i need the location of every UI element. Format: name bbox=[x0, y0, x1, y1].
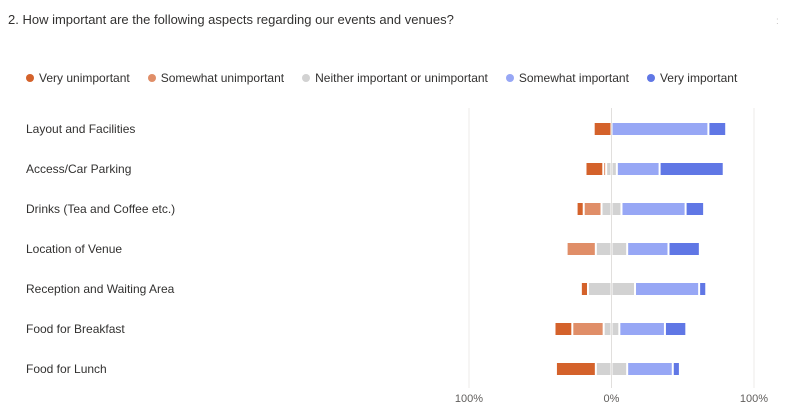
bar-somewhat-important-layout-and-facilities[interactable] bbox=[612, 123, 708, 135]
bar-very-unimportant-food-for-breakfast[interactable] bbox=[555, 323, 572, 335]
x-tick-label: 0% bbox=[604, 393, 620, 405]
question-title: 2. How important are the following aspec… bbox=[8, 12, 454, 27]
bar-neither-important-or-unimportant-food-for-lunch[interactable] bbox=[596, 363, 611, 375]
bar-somewhat-important-access-car-parking[interactable] bbox=[617, 163, 659, 175]
legend-label: Somewhat important bbox=[518, 71, 629, 85]
bar-somewhat-important-food-for-breakfast[interactable] bbox=[620, 323, 664, 335]
bar-somewhat-important-drinks-tea-and-coffee-etc[interactable] bbox=[622, 203, 685, 215]
category-label-layout-and-facilities: Layout and Facilities bbox=[26, 122, 136, 136]
legend-label: Very unimportant bbox=[39, 71, 130, 85]
legend-label: Very important bbox=[659, 71, 738, 85]
bar-very-important-location-of-venue[interactable] bbox=[669, 243, 699, 255]
bar-somewhat-unimportant-access-car-parking[interactable] bbox=[604, 163, 606, 175]
bar-neither-important-or-unimportant-access-car-parking[interactable] bbox=[612, 163, 616, 175]
category-label-food-for-lunch: Food for Lunch bbox=[26, 362, 107, 376]
bar-neither-important-or-unimportant-food-for-lunch[interactable] bbox=[612, 363, 627, 375]
legend-dot-icon bbox=[505, 74, 514, 82]
legend-dot-icon bbox=[646, 74, 655, 82]
bar-somewhat-unimportant-food-for-breakfast[interactable] bbox=[573, 323, 603, 335]
category-label-drinks-tea-and-coffee-etc: Drinks (Tea and Coffee etc.) bbox=[26, 202, 176, 216]
bar-somewhat-important-location-of-venue[interactable] bbox=[628, 243, 668, 255]
bar-very-important-food-for-lunch[interactable] bbox=[673, 363, 679, 375]
bar-very-unimportant-layout-and-facilities[interactable] bbox=[594, 123, 611, 135]
bar-neither-important-or-unimportant-food-for-breakfast[interactable] bbox=[604, 323, 611, 335]
bar-very-important-drinks-tea-and-coffee-etc[interactable] bbox=[686, 203, 704, 215]
category-label-reception-and-waiting-area: Reception and Waiting Area bbox=[26, 282, 175, 296]
legend-item-very-important[interactable]: Very important bbox=[646, 71, 738, 85]
bar-very-important-food-for-breakfast[interactable] bbox=[665, 323, 686, 335]
legend-dot-icon bbox=[147, 74, 156, 82]
legend-item-somewhat-important[interactable]: Somewhat important bbox=[505, 71, 629, 85]
category-label-access-car-parking: Access/Car Parking bbox=[26, 162, 132, 176]
bar-neither-important-or-unimportant-drinks-tea-and-coffee-etc[interactable] bbox=[612, 203, 621, 215]
more-options-icon[interactable]: : bbox=[776, 16, 779, 27]
bar-neither-important-or-unimportant-location-of-venue[interactable] bbox=[596, 243, 611, 255]
bar-very-important-reception-and-waiting-area[interactable] bbox=[700, 283, 706, 295]
bar-very-unimportant-drinks-tea-and-coffee-etc[interactable] bbox=[577, 203, 583, 215]
bar-somewhat-important-food-for-lunch[interactable] bbox=[628, 363, 672, 375]
legend-item-somewhat-unimportant[interactable]: Somewhat unimportant bbox=[147, 71, 285, 85]
category-label-food-for-breakfast: Food for Breakfast bbox=[26, 322, 125, 336]
bar-neither-important-or-unimportant-access-car-parking[interactable] bbox=[607, 163, 611, 175]
x-tick-label: 100% bbox=[740, 393, 768, 405]
chart-legend: Very unimportant Somewhat unimportant Neit… bbox=[26, 71, 737, 85]
legend-label: Somewhat unimportant bbox=[160, 71, 285, 85]
x-tick-label: 100% bbox=[455, 393, 483, 405]
category-label-location-of-venue: Location of Venue bbox=[26, 242, 123, 256]
bar-somewhat-important-reception-and-waiting-area[interactable] bbox=[636, 283, 699, 295]
legend-dot-icon bbox=[26, 74, 34, 82]
bar-very-unimportant-reception-and-waiting-area[interactable] bbox=[581, 283, 587, 295]
bar-neither-important-or-unimportant-reception-and-waiting-area[interactable] bbox=[588, 283, 611, 295]
bar-somewhat-unimportant-location-of-venue[interactable] bbox=[567, 243, 595, 255]
bar-neither-important-or-unimportant-food-for-breakfast[interactable] bbox=[612, 323, 619, 335]
bar-neither-important-or-unimportant-drinks-tea-and-coffee-etc[interactable] bbox=[602, 203, 611, 215]
legend-item-very-unimportant[interactable]: Very unimportant bbox=[26, 71, 130, 85]
bar-neither-important-or-unimportant-reception-and-waiting-area[interactable] bbox=[612, 283, 635, 295]
legend-dot-icon bbox=[302, 74, 311, 82]
bar-very-important-layout-and-facilities[interactable] bbox=[709, 123, 726, 135]
bar-very-unimportant-access-car-parking[interactable] bbox=[586, 163, 603, 175]
bar-very-important-access-car-parking[interactable] bbox=[660, 163, 723, 175]
bar-neither-important-or-unimportant-location-of-venue[interactable] bbox=[612, 243, 627, 255]
legend-item-neither-important-or-unimportant[interactable]: Neither important or unimportant bbox=[302, 71, 488, 85]
bar-somewhat-unimportant-drinks-tea-and-coffee-etc[interactable] bbox=[584, 203, 601, 215]
legend-label: Neither important or unimportant bbox=[315, 71, 488, 85]
bar-very-unimportant-food-for-lunch[interactable] bbox=[556, 363, 595, 375]
